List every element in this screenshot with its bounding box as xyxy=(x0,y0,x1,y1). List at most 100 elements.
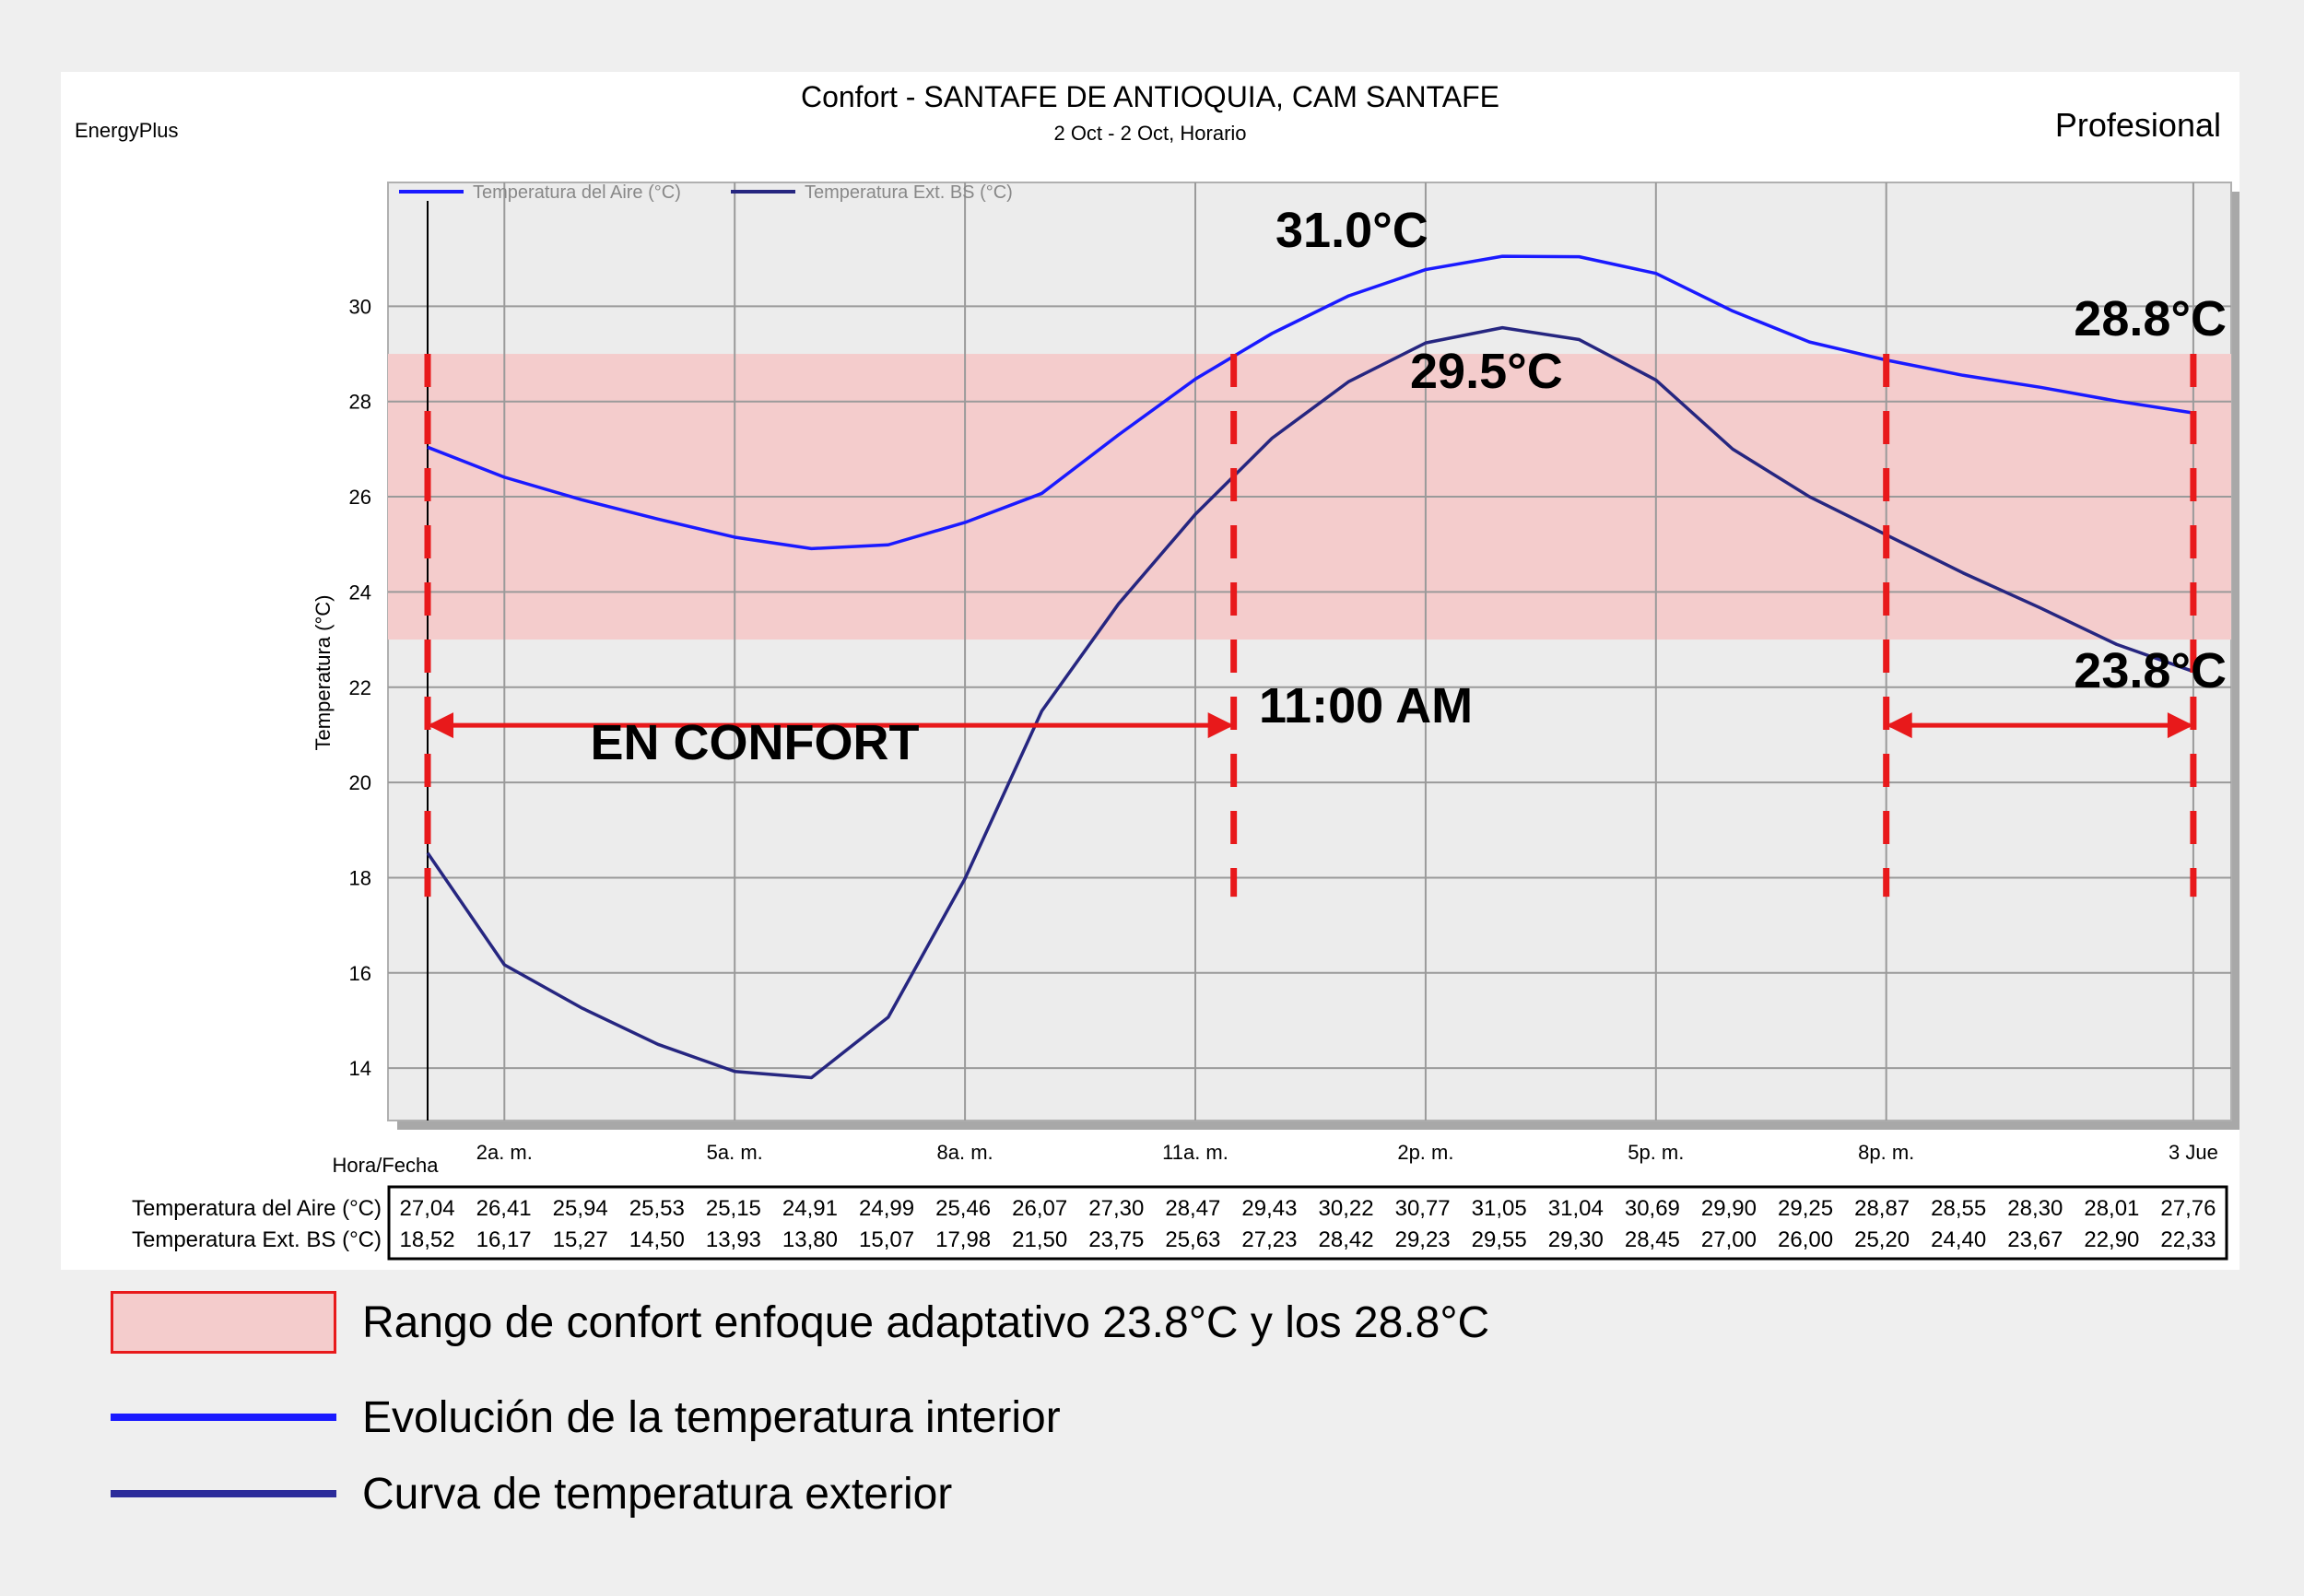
table-cell: 23,75 xyxy=(1088,1227,1144,1252)
annotation-time: 11:00 AM xyxy=(1259,678,1473,733)
x-tick-label: 2a. m. xyxy=(476,1141,533,1164)
chart-panel: EnergyPlus Confort - SANTAFE DE ANTIOQUI… xyxy=(61,72,2240,1270)
series-legend-label: Temperatura Ext. BS (°C) xyxy=(805,182,1013,203)
table-cell: 28,47 xyxy=(1165,1196,1220,1221)
table-cell: 27,23 xyxy=(1241,1227,1297,1252)
legend-item-outer-temp: Curva de temperatura exterior xyxy=(111,1457,952,1531)
table-cell: 27,04 xyxy=(400,1196,455,1221)
table-cell: 14,50 xyxy=(629,1227,685,1252)
table-cell: 28,42 xyxy=(1319,1227,1374,1252)
table-cell: 25,15 xyxy=(706,1196,761,1221)
plot-background xyxy=(387,182,2232,1121)
inner-temp-swatch xyxy=(111,1414,336,1421)
table-cell: 16,17 xyxy=(476,1227,532,1252)
table-cell: 21,50 xyxy=(1012,1227,1067,1252)
x-tick-label: 5p. m. xyxy=(1628,1141,1684,1164)
table-cell: 22,33 xyxy=(2160,1227,2216,1252)
table-cell: 26,41 xyxy=(476,1196,532,1221)
arrow-head-left xyxy=(428,712,453,739)
table-cell: 23,67 xyxy=(2007,1227,2063,1252)
table-cell: 13,93 xyxy=(706,1227,761,1252)
y-tick-label: 22 xyxy=(349,676,371,699)
table-cell: 27,76 xyxy=(2160,1196,2216,1221)
table-cell: 29,43 xyxy=(1241,1196,1297,1221)
table-cell: 24,40 xyxy=(1931,1227,1986,1252)
x-tick-label: 2p. m. xyxy=(1397,1141,1453,1164)
table-cell: 28,55 xyxy=(1931,1196,1986,1221)
legend-label-inner: Evolución de la temperatura interior xyxy=(362,1392,1061,1442)
annotation-max-inner: 31.0°C xyxy=(1275,203,1428,258)
table-cell: 25,63 xyxy=(1165,1227,1220,1252)
outer-temp-swatch xyxy=(111,1490,336,1497)
x-axis-label: Hora/Fecha xyxy=(333,1154,440,1177)
table-cell: 26,00 xyxy=(1778,1227,1833,1252)
x-tick-label: 8p. m. xyxy=(1858,1141,1914,1164)
table-cell: 22,90 xyxy=(2084,1227,2139,1252)
series-line-outer xyxy=(426,325,2194,1080)
legend-item-inner-temp: Evolución de la temperatura interior xyxy=(111,1380,1061,1454)
table-cell: 28,45 xyxy=(1625,1227,1680,1252)
table-cell: 30,22 xyxy=(1319,1196,1374,1221)
table-cell: 15,27 xyxy=(553,1227,608,1252)
table-cell: 29,25 xyxy=(1778,1196,1833,1221)
comfort-range-swatch xyxy=(111,1291,336,1354)
x-tick-label: 8a. m. xyxy=(937,1141,993,1164)
x-tick-label: 5a. m. xyxy=(707,1141,763,1164)
mode-label: Profesional xyxy=(2055,106,2221,144)
table-cell: 25,53 xyxy=(629,1196,685,1221)
y-tick-label: 16 xyxy=(349,962,371,985)
app-name: EnergyPlus xyxy=(75,119,179,142)
table-cell: 25,20 xyxy=(1854,1227,1910,1252)
table-cell: 29,90 xyxy=(1701,1196,1757,1221)
series-legend-label: Temperatura del Aire (°C) xyxy=(473,182,681,203)
table-cell: 31,05 xyxy=(1472,1196,1527,1221)
chart-subtitle: 2 Oct - 2 Oct, Horario xyxy=(1053,122,1246,145)
annotation-lower-right: 23.8°C xyxy=(2074,643,2227,698)
annotation-en-confort: EN CONFORT xyxy=(591,715,920,770)
table-cell: 24,99 xyxy=(859,1196,914,1221)
arrow-head-left xyxy=(1886,712,1912,739)
comfort-chart: EnergyPlus Confort - SANTAFE DE ANTIOQUI… xyxy=(75,80,2240,1261)
table-cell: 27,30 xyxy=(1088,1196,1144,1221)
table-cell: 30,69 xyxy=(1625,1196,1680,1221)
legend-item-comfort-range: Rango de confort enfoque adaptativo 23.8… xyxy=(111,1285,1489,1359)
x-tick-label: 11a. m. xyxy=(1162,1141,1228,1164)
y-tick-label: 20 xyxy=(349,771,371,794)
y-tick-label: 18 xyxy=(349,866,371,889)
annotation-max-outer: 29.5°C xyxy=(1410,344,1563,399)
table-cell: 31,04 xyxy=(1548,1196,1604,1221)
table-cell: 28,30 xyxy=(2007,1196,2063,1221)
y-axis-label: Temperatura (°C) xyxy=(312,595,335,751)
x-tick-label: 3 Jue xyxy=(2169,1141,2218,1164)
table-row-label: Temperatura Ext. BS (°C) xyxy=(132,1227,382,1252)
y-tick-label: 24 xyxy=(349,581,371,604)
legend-label-outer: Curva de temperatura exterior xyxy=(362,1469,953,1519)
series-line-inner xyxy=(427,254,2194,551)
table-cell: 24,91 xyxy=(782,1196,838,1221)
table-cell: 28,87 xyxy=(1854,1196,1910,1221)
table-cell: 18,52 xyxy=(400,1227,455,1252)
table-cell: 30,77 xyxy=(1395,1196,1451,1221)
table-cell: 13,80 xyxy=(782,1227,838,1252)
table-cell: 25,94 xyxy=(553,1196,608,1221)
y-tick-label: 28 xyxy=(349,391,371,414)
y-tick-label: 26 xyxy=(349,486,371,509)
table-cell: 29,30 xyxy=(1548,1227,1604,1252)
legend-label-comfort: Rango de confort enfoque adaptativo 23.8… xyxy=(362,1297,1490,1347)
chart-title: Confort - SANTAFE DE ANTIOQUIA, CAM SANT… xyxy=(801,80,1499,113)
y-tick-label: 30 xyxy=(349,295,371,318)
table-cell: 26,07 xyxy=(1012,1196,1067,1221)
arrow-head-right xyxy=(2167,712,2193,739)
table-cell: 17,98 xyxy=(935,1227,991,1252)
table-row-label: Temperatura del Aire (°C) xyxy=(132,1196,382,1221)
table-cell: 25,46 xyxy=(935,1196,991,1221)
table-cell: 27,00 xyxy=(1701,1227,1757,1252)
table-cell: 29,55 xyxy=(1472,1227,1527,1252)
arrow-head-right xyxy=(1207,712,1234,739)
annotation-upper-right: 28.8°C xyxy=(2074,291,2227,346)
y-tick-label: 14 xyxy=(349,1057,371,1080)
table-cell: 28,01 xyxy=(2084,1196,2139,1221)
table-cell: 15,07 xyxy=(859,1227,914,1252)
table-cell: 29,23 xyxy=(1395,1227,1451,1252)
data-table-frame xyxy=(387,1185,2228,1261)
